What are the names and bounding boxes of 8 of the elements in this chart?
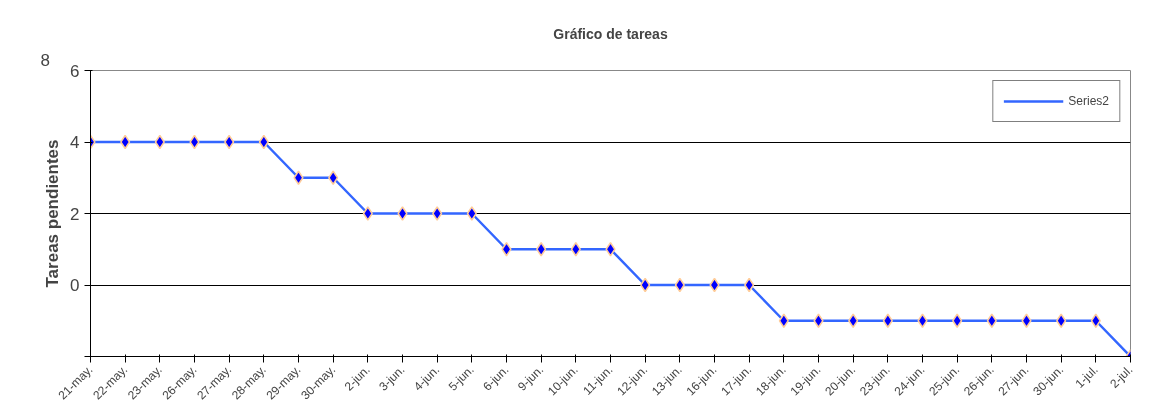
chart-title: Gráfico de tareas: [553, 25, 668, 42]
text: 8: [40, 50, 50, 70]
y-tick-label: 4: [70, 133, 80, 152]
legend-label: Series2: [1068, 94, 1109, 108]
y-tick-label: 2: [70, 204, 80, 224]
y-tick-label: 0: [70, 276, 80, 295]
y-axis-title: Tareas pendientes: [43, 139, 63, 288]
y-tick-label: 6: [70, 61, 80, 81]
